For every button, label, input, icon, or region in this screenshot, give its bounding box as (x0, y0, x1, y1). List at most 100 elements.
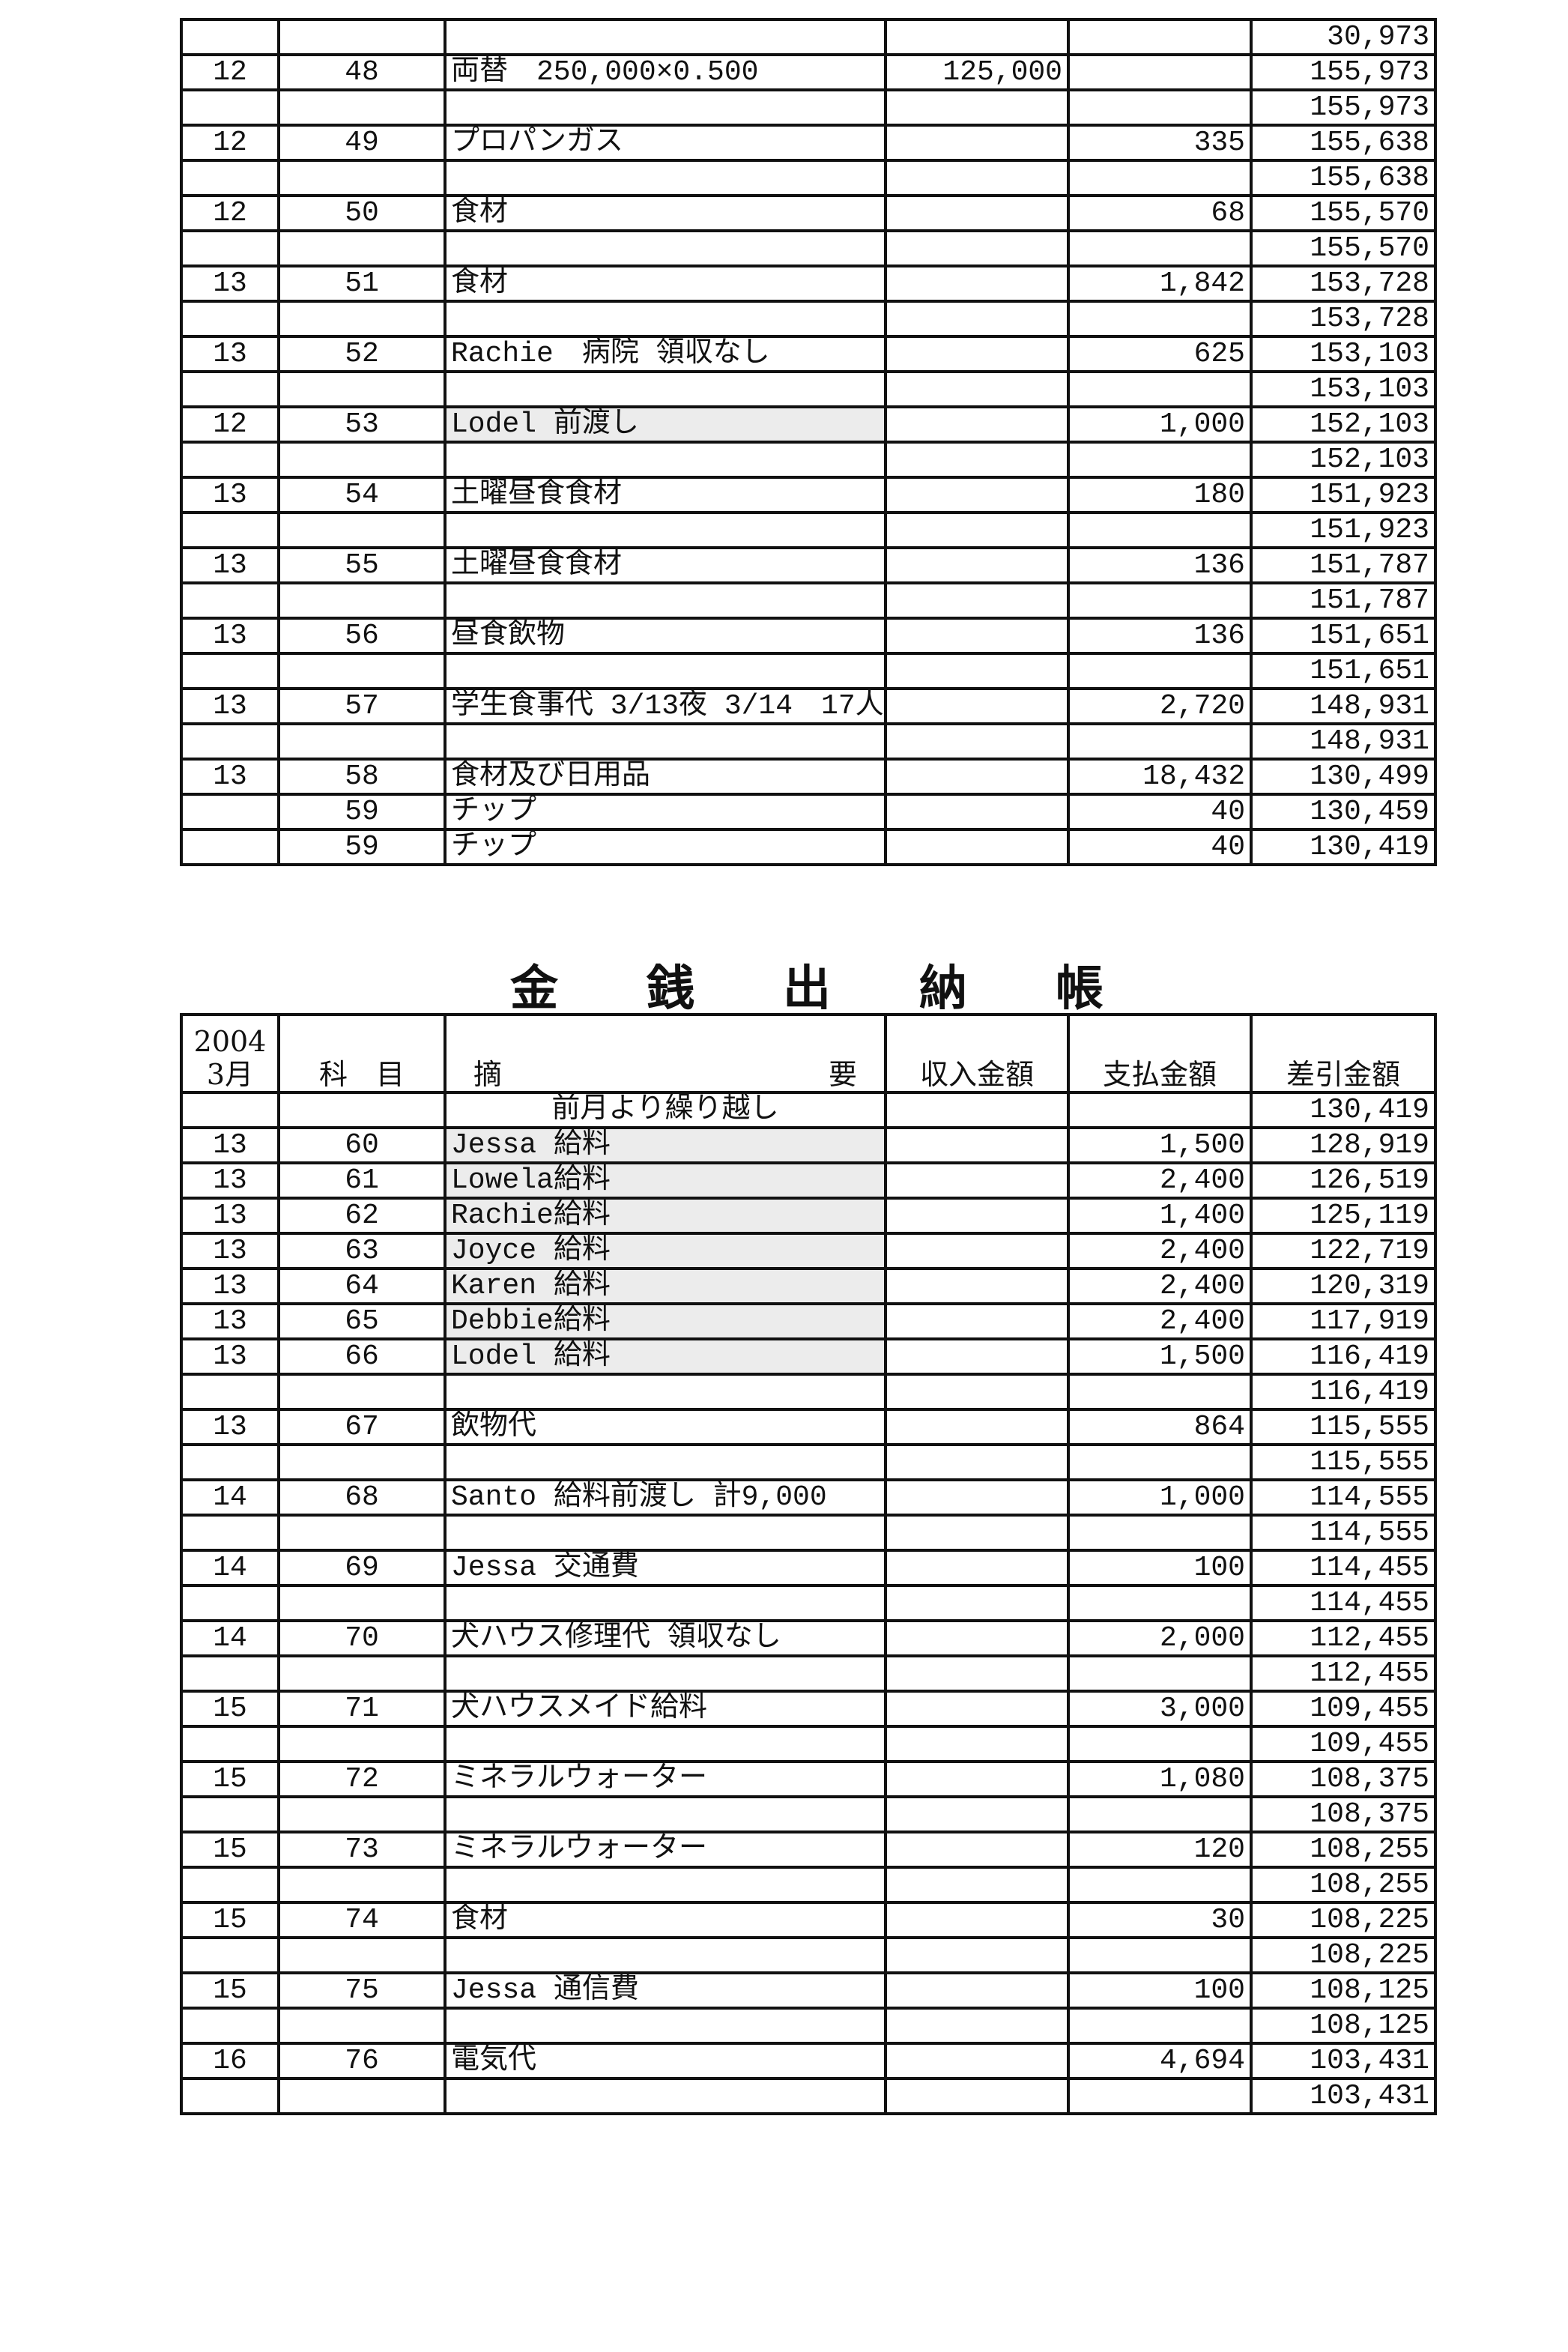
cell-description (444, 1936, 887, 1974)
cell-date: 12 (180, 194, 280, 232)
cell-income (884, 2077, 1070, 2115)
cell-date: 13 (180, 687, 280, 725)
cell-balance: 112,455 (1250, 1654, 1437, 1693)
cell-payment: 4,694 (1067, 2042, 1253, 2080)
table-row: 15 75 Jessa 通信費 100 108,125 (180, 1971, 1437, 2010)
table-row: 103,431 (180, 2077, 1437, 2115)
table-row: 14 69 Jessa 交通費 100 114,455 (180, 1549, 1437, 1587)
cell-payment (1067, 229, 1253, 267)
header-desc-left: 摘 (473, 1058, 503, 1091)
cell-description: Rachie給料 (444, 1197, 887, 1235)
cell-payment (1067, 53, 1253, 91)
cell-income (884, 88, 1070, 127)
cell-income (884, 1267, 1070, 1305)
cell-income (884, 617, 1070, 655)
cell-date: 13 (180, 1408, 280, 1446)
cell-payment: 2,720 (1067, 687, 1253, 725)
cell-balance: 108,125 (1250, 1971, 1437, 2010)
cell-payment (1067, 652, 1253, 690)
cell-date (180, 1725, 280, 1763)
cell-description (444, 2077, 887, 2115)
cell-balance: 153,103 (1250, 370, 1437, 408)
table-row: 12 49 プロパンガス 335 155,638 (180, 124, 1437, 162)
cell-payment: 1,080 (1067, 1760, 1253, 1798)
cell-payment: 1,000 (1067, 1478, 1253, 1517)
cell-income (884, 335, 1070, 373)
cell-income (884, 652, 1070, 690)
cell-description: Lowela給料 (444, 1161, 887, 1200)
cell-balance: 116,419 (1250, 1337, 1437, 1376)
cell-balance: 152,103 (1250, 405, 1437, 444)
carry-over-balance: 130,419 (1250, 1091, 1437, 1129)
ledger-table-continued: 30,973 12 48 両替 250,000×0.500 125,000 155,973… (180, 18, 1437, 866)
cell-date (180, 2007, 280, 2045)
cell-balance: 115,555 (1250, 1443, 1437, 1481)
cell-income (884, 1690, 1070, 1728)
cell-payment: 1,842 (1067, 264, 1253, 303)
cell-date: 13 (180, 1267, 280, 1305)
cell-payment (1067, 88, 1253, 127)
cell-date: 12 (180, 53, 280, 91)
table-row: 153,103 (180, 370, 1437, 408)
cell-income (884, 1971, 1070, 2010)
cell-balance: 108,225 (1250, 1936, 1437, 1974)
cell-balance: 114,455 (1250, 1584, 1437, 1622)
cell-description (444, 652, 887, 690)
cell-income (884, 1514, 1070, 1552)
cell-income (884, 1126, 1070, 1164)
cell-date (180, 1443, 280, 1481)
table-row: 12 48 両替 250,000×0.500 125,000 155,973 (180, 53, 1437, 91)
header-account: 科 目 (277, 1013, 447, 1094)
table-row: 15 72 ミネラルウォーター 1,080 108,375 (180, 1760, 1437, 1798)
cell-description (444, 1373, 887, 1411)
cell-payment: 18,432 (1067, 758, 1253, 796)
cell-account: 50 (277, 194, 447, 232)
cell-account (277, 229, 447, 267)
cell-income (884, 476, 1070, 514)
cell-account: 58 (277, 758, 447, 796)
header-desc-right: 要 (828, 1058, 857, 1091)
cell-date: 13 (180, 546, 280, 584)
cell-balance: 128,919 (1250, 1126, 1437, 1164)
cell-balance: 114,555 (1250, 1514, 1437, 1552)
cell-payment: 100 (1067, 1549, 1253, 1587)
cell-payment (1067, 1584, 1253, 1622)
cell-payment (1067, 1443, 1253, 1481)
cell-account (277, 441, 447, 479)
cell-date (180, 159, 280, 197)
table-row: 108,375 (180, 1795, 1437, 1833)
cell-description (444, 722, 887, 761)
table-row: 13 64 Karen 給料 2,400 120,319 (180, 1267, 1437, 1305)
table-row: 114,455 (180, 1584, 1437, 1622)
table-row: 13 54 土曜昼食食材 180 151,923 (180, 476, 1437, 514)
cell-description (444, 88, 887, 127)
cell-balance: 122,719 (1250, 1232, 1437, 1270)
header-income: 収入金額 (884, 1013, 1070, 1094)
cell-account: 61 (277, 1161, 447, 1200)
cell-income (884, 1866, 1070, 1904)
cell-date: 15 (180, 1830, 280, 1869)
cell-date (180, 441, 280, 479)
table-row: 148,931 (180, 722, 1437, 761)
table-row: 116,419 (180, 1373, 1437, 1411)
table-row: 12 50 食材 68 155,570 (180, 194, 1437, 232)
cell-date (180, 581, 280, 620)
cell-account: 76 (277, 2042, 447, 2080)
cell-description: Lodel 給料 (444, 1337, 887, 1376)
cell-description (444, 300, 887, 338)
table-row: 16 76 電気代 4,694 103,431 (180, 2042, 1437, 2080)
cell-description: Rachie 病院 領収なし (444, 335, 887, 373)
cell-account: 64 (277, 1267, 447, 1305)
cell-income (884, 1161, 1070, 1200)
cell-income (884, 1654, 1070, 1693)
cell-description (444, 1514, 887, 1552)
cell-payment (1067, 1725, 1253, 1763)
cell-payment: 1,000 (1067, 405, 1253, 444)
table-row: 59 チップ 40 130,459 (180, 793, 1437, 831)
cell-income (884, 1584, 1070, 1622)
table-row: 15 73 ミネラルウォーター 120 108,255 (180, 1830, 1437, 1869)
cell-date (180, 1936, 280, 1974)
cell-account: 72 (277, 1760, 447, 1798)
cell-income (884, 441, 1070, 479)
cell-account: 65 (277, 1302, 447, 1340)
